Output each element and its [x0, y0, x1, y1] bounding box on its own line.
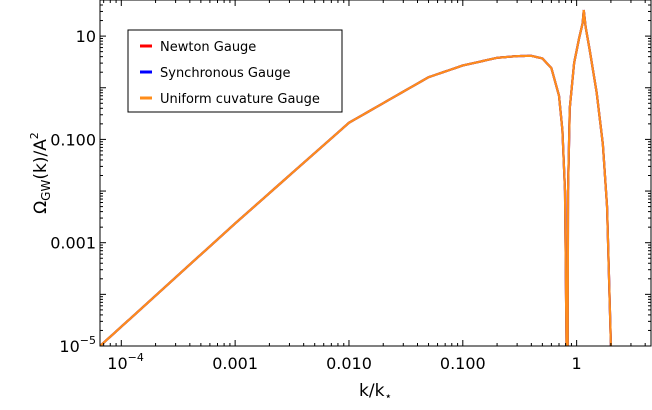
- y-tick-label: 0.001: [50, 234, 96, 253]
- x-tick-label-text: 0.001: [212, 354, 258, 373]
- y-tick-label: 10−5: [59, 334, 96, 356]
- legend-box: [127, 29, 343, 113]
- series-line-2-1: [566, 9, 585, 346]
- y-axis-label-sub: GW: [39, 180, 53, 201]
- y-tick-label: 0.100: [50, 130, 96, 149]
- y-tick-label-text: 10: [76, 27, 96, 46]
- x-tick-label-text: 0.100: [440, 354, 486, 373]
- series-line-2-2: [582, 9, 613, 346]
- x-tick-label: 0.010: [326, 354, 372, 373]
- plot-frame: [99, 0, 652, 347]
- y-tick-label-exponent: −5: [80, 334, 96, 347]
- y-tick-label-text: 0.001: [50, 234, 96, 253]
- series-line-2-0: [100, 54, 568, 346]
- x-tick-label-text: 10: [107, 354, 127, 373]
- legend-label: Synchronous Gauge: [160, 66, 290, 81]
- series-layer: [100, 9, 613, 346]
- x-axis-label-main: k/k: [359, 381, 385, 401]
- legend-label: Newton Gauge: [160, 40, 256, 55]
- x-tick-label-text: 1: [572, 354, 582, 373]
- x-tick-label: 0.100: [440, 354, 486, 373]
- series-uniform-cuvature-gauge: [100, 9, 613, 346]
- x-tick-label: 0.001: [212, 354, 258, 373]
- x-tick-label: 1: [572, 354, 582, 373]
- x-tick-label: 10−4: [107, 351, 144, 373]
- y-tick-label-text: 10: [59, 337, 79, 356]
- x-axis-label-sub: ⋆: [384, 389, 392, 403]
- y-tick-label: 10: [76, 27, 96, 46]
- y-tick-label-text: 0.100: [50, 130, 96, 149]
- x-tick-label-text: 0.010: [326, 354, 372, 373]
- legend: Newton Gauge Synchronous Gauge Uniform cuv…: [127, 29, 343, 113]
- x-axis-label: k/k⋆: [359, 381, 392, 403]
- x-tick-label-exponent: −4: [128, 351, 144, 364]
- y-axis-label: ΩGW(k)/A2: [28, 132, 53, 214]
- y-axis-label-tail: (k)/A: [31, 139, 51, 180]
- y-axis-label-sup: 2: [28, 132, 41, 139]
- series-line-1-2: [582, 9, 613, 346]
- series-line-0-2: [582, 9, 613, 346]
- legend-label: Uniform cuvature Gauge: [160, 92, 320, 107]
- y-axis-label-main: Ω: [31, 201, 51, 214]
